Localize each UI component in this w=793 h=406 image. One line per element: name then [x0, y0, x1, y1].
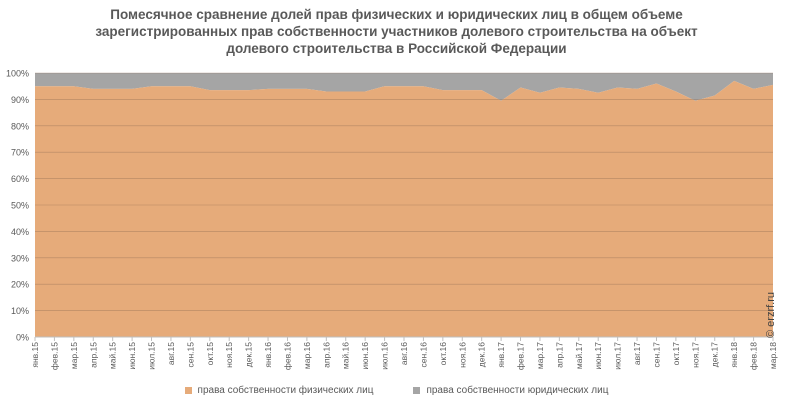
x-tick-label: дек.16	[477, 342, 487, 367]
y-tick-label: 0%	[16, 333, 29, 343]
y-tick-label: 90%	[11, 95, 29, 105]
x-tick-label: июн.16	[360, 342, 370, 370]
x-tick-label: май.17	[574, 342, 584, 369]
x-tick-label: мар.16	[302, 342, 312, 369]
y-tick-label: 10%	[11, 306, 29, 316]
x-tick-label: июн.17	[593, 342, 603, 370]
y-tick-label: 80%	[11, 121, 29, 131]
x-tick-label: мар.15	[69, 342, 79, 369]
area-legal-entities	[35, 73, 773, 101]
x-tick-label: апр.16	[321, 342, 331, 368]
chart-legend: права собственности физических лиц права…	[0, 385, 793, 396]
legend-item-legal-entities: права собственности юридических лиц	[413, 385, 608, 396]
x-tick-label: июл.15	[147, 342, 157, 370]
chart-title-line-1: Помесячное сравнение долей прав физическ…	[110, 7, 683, 22]
x-tick-label: ноя.15	[224, 342, 234, 368]
x-tick-label: сен.15	[185, 342, 195, 368]
y-tick-label: 20%	[11, 280, 29, 290]
x-tick-label: май.16	[341, 342, 351, 369]
x-tick-label: янв.16	[263, 342, 273, 368]
x-tick-label: май.15	[108, 342, 118, 369]
x-tick-label: янв.17	[496, 342, 506, 368]
chart-title: Помесячное сравнение долей прав физическ…	[0, 6, 793, 57]
y-tick-label: 100%	[6, 69, 29, 79]
y-tick-label: 70%	[11, 148, 29, 158]
legend-label-individuals: права собственности физических лиц	[197, 385, 374, 396]
x-tick-label: июн.15	[127, 342, 137, 370]
legend-item-individuals: права собственности физических лиц	[184, 385, 374, 396]
x-tick-label: ноя.16	[457, 342, 467, 368]
x-tick-label: дек.17	[710, 342, 720, 367]
x-tick-label: фев.17	[516, 342, 526, 370]
x-tick-label: фев.15	[49, 342, 59, 370]
x-tick-label: окт.15	[205, 342, 215, 366]
plot-area: 0% 10% 20% 30% 40% 50% 60% 70% 80% 90% 100% янв.15 ф…	[6, 69, 778, 371]
x-tick-label: сен.17	[651, 342, 661, 368]
x-tick-label: апр.15	[88, 342, 98, 368]
x-tick-label: апр.17	[554, 342, 564, 368]
chart-title-line-3: долевого строительства в Российской Феде…	[226, 41, 567, 56]
x-tick-label: авг.17	[632, 342, 642, 365]
x-tick-label: фев.16	[282, 342, 292, 370]
y-tick-label: 60%	[11, 174, 29, 184]
x-tick-label: дек.15	[244, 342, 254, 367]
x-tick-label: ноя.17	[690, 342, 700, 368]
x-tick-label: авг.15	[166, 342, 176, 365]
y-tick-label: 30%	[11, 253, 29, 263]
x-tick-label: авг.16	[399, 342, 409, 365]
watermark: © erzrf.ru	[765, 292, 777, 338]
legend-label-legal-entities: права собственности юридических лиц	[426, 385, 609, 396]
x-tick-label: мар.18	[768, 342, 778, 369]
legend-swatch-individuals	[184, 387, 192, 394]
x-tick-label: окт.17	[671, 342, 681, 366]
area-individuals	[35, 80, 773, 338]
x-tick-label: фев.18	[749, 342, 759, 370]
y-tick-label: 40%	[11, 227, 29, 237]
x-tick-label: июл.17	[613, 342, 623, 370]
x-tick-label: янв.15	[30, 342, 40, 368]
chart-title-line-2: зарегистрированных прав собственности уч…	[95, 24, 698, 39]
x-tick-label: июл.16	[380, 342, 390, 370]
x-tick-label: окт.16	[438, 342, 448, 366]
x-tick-label: сен.16	[418, 342, 428, 368]
y-tick-label: 50%	[11, 201, 29, 211]
x-tick-label: янв.18	[729, 342, 739, 368]
legend-swatch-legal-entities	[413, 387, 421, 394]
x-tick-label: мар.17	[535, 342, 545, 369]
